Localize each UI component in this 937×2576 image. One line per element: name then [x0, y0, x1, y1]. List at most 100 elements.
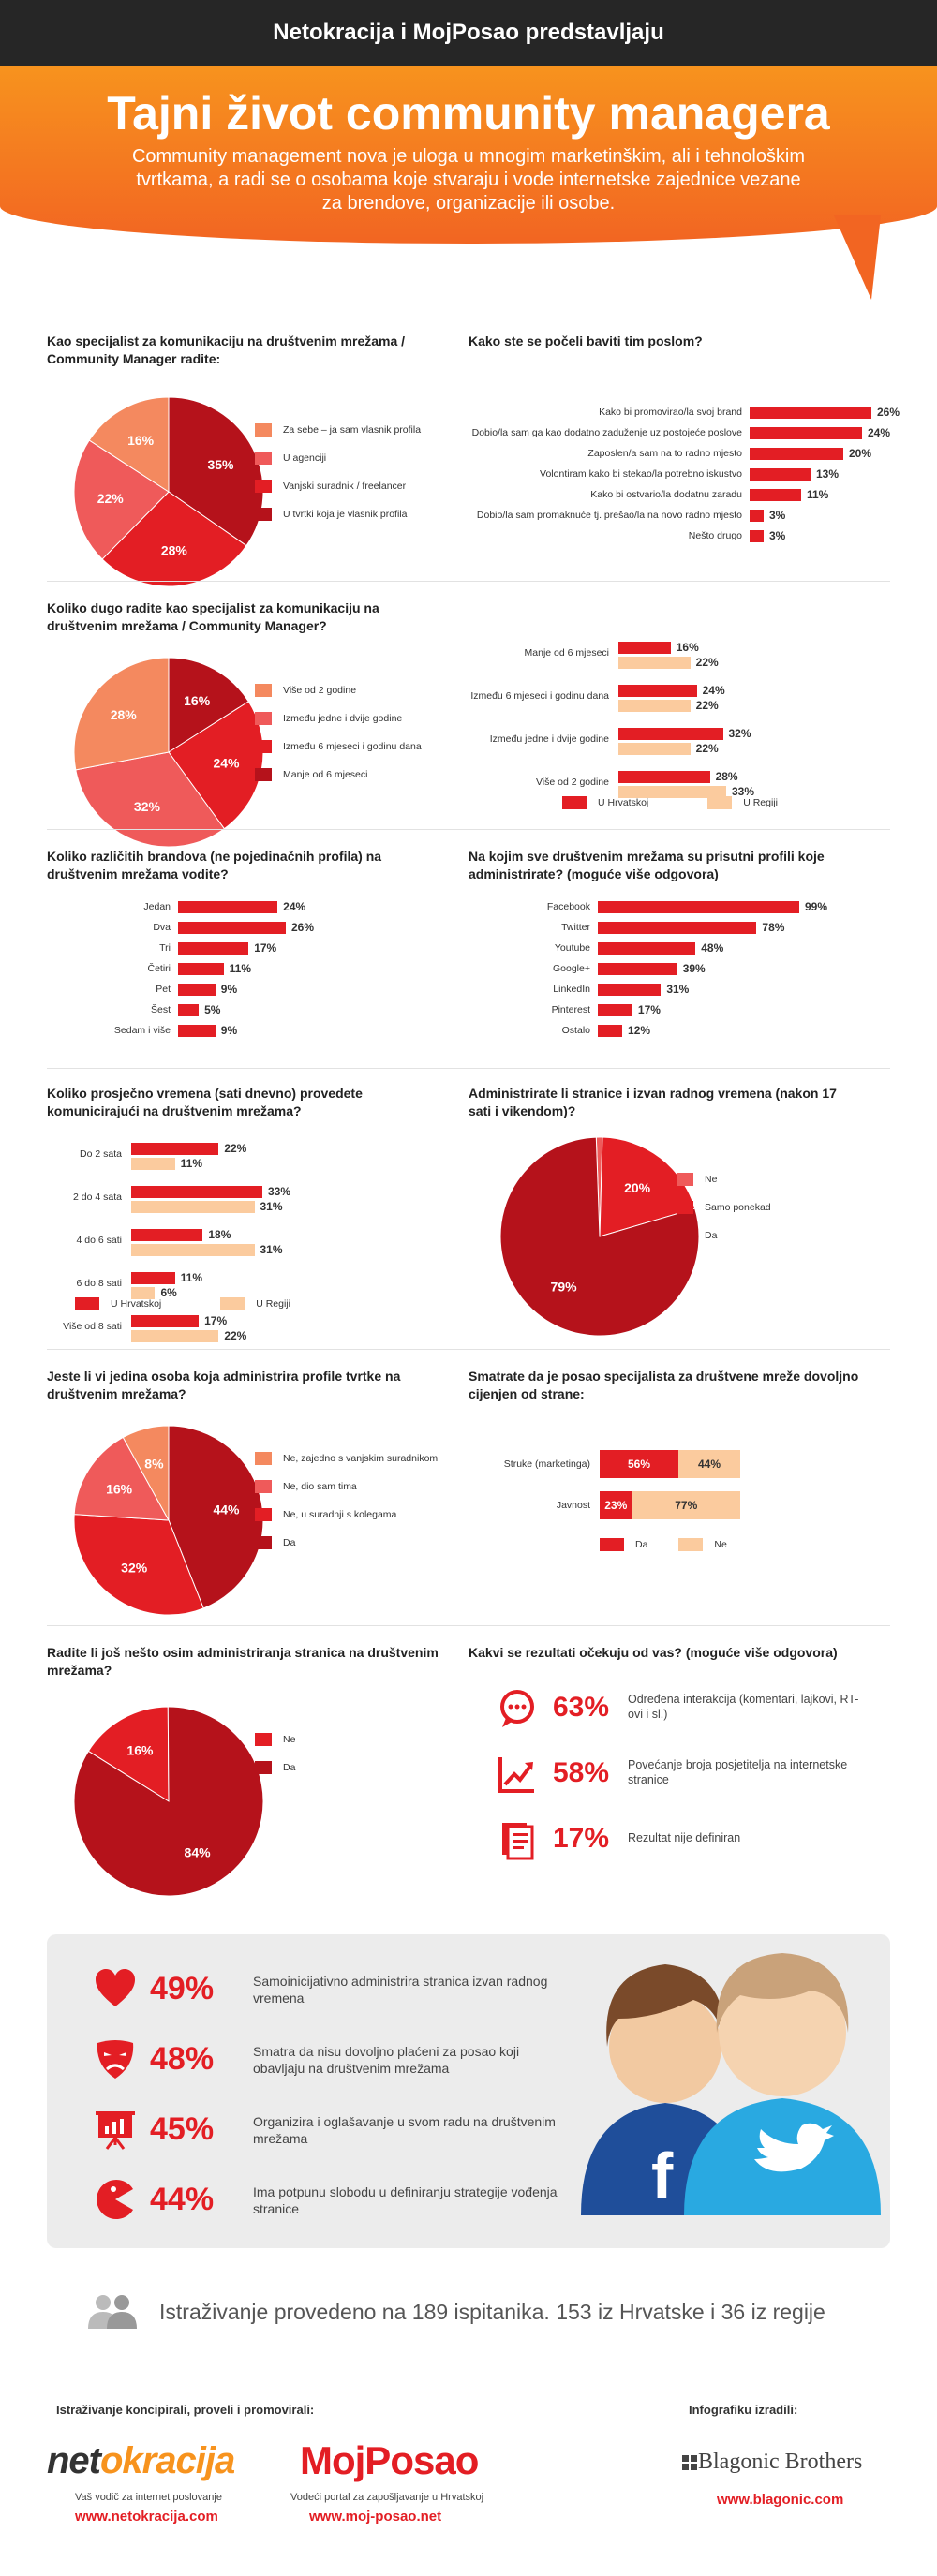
- bar: [618, 700, 691, 712]
- bar-label: LinkedIn: [553, 984, 590, 995]
- q3-bars-legend: U Hrvatskoj U Regiji: [562, 796, 834, 809]
- legend-item: U agenciji: [255, 450, 442, 478]
- legend-item: Između jedne i dvije godine: [255, 710, 442, 738]
- legend-label: Ne, zajedno s vanjskim suradnikom: [283, 1453, 439, 1464]
- q2-question: Kako ste se počeli baviti tim poslom?: [468, 333, 703, 348]
- pie-slice: [73, 1706, 264, 1897]
- pie-slice: [88, 396, 170, 493]
- top-title: Netokracija i MojPosao predstavljaju: [0, 0, 937, 66]
- legend-item: Vanjski suradnik / freelancer: [255, 478, 442, 506]
- bar-label: Volontiram kako bi stekao/la potrebno is…: [540, 468, 742, 480]
- stat-text: Smatra da nisu dovoljno plaćeni za posao…: [253, 2044, 520, 2076]
- bar: [178, 922, 286, 934]
- bar-group: Između 6 mjeseci i godinu dana 24% 22%: [470, 684, 806, 728]
- bar-label: Google+: [553, 963, 590, 974]
- bar-label: Kako bi promovirao/la svoj brand: [599, 407, 742, 418]
- bar-value: 24%: [868, 426, 891, 439]
- result-percent: 63%: [553, 1692, 610, 1723]
- pie-slice-label: 44%: [213, 1502, 240, 1517]
- mojposao-url[interactable]: www.moj-posao.net: [309, 2509, 442, 2524]
- divider: [47, 1068, 890, 1069]
- legend-item: Između 6 mjeseci i godinu dana: [255, 738, 442, 766]
- bar-label: Sedam i više: [113, 1025, 171, 1036]
- stat-text: Samoinicijativno administrira stranica i…: [253, 1974, 548, 2006]
- bar: [131, 1244, 255, 1256]
- bar-value: 33%: [268, 1185, 291, 1198]
- stacked-segment: 44%: [678, 1450, 740, 1478]
- bar-label: Twitter: [561, 922, 590, 933]
- legend-swatch: [677, 1173, 693, 1186]
- bar-label: Ostalo: [561, 1025, 590, 1036]
- bar-row: Pinterest 17%: [552, 1000, 879, 1021]
- netokracija-url[interactable]: www.netokracija.com: [75, 2509, 218, 2524]
- legend-label: Više od 2 godine: [283, 685, 357, 696]
- bar-row: Zaposlen/a sam na to radno mjesto 20%: [587, 444, 909, 465]
- q8-question: Jeste li vi jedina osoba koja administri…: [47, 1369, 401, 1401]
- pie-slice: [122, 1425, 170, 1521]
- blagonic-url[interactable]: www.blagonic.com: [717, 2492, 844, 2508]
- bar-value: 22%: [695, 742, 719, 755]
- bar: [178, 963, 224, 975]
- legend-label: U Regiji: [256, 1297, 290, 1310]
- legend-label: Ne: [714, 1538, 727, 1550]
- legend-label: Da: [635, 1538, 648, 1550]
- bar-row: Kako bi promovirao/la svoj brand 26%: [599, 403, 909, 423]
- bar-label: Manje od 6 mjeseci: [524, 647, 609, 659]
- legend-label: U Hrvatskoj: [598, 796, 649, 808]
- legend-item: Ne, zajedno s vanjskim suradnikom: [255, 1450, 452, 1478]
- legend-swatch: [75, 1297, 99, 1310]
- q5-question: Na kojim sve društvenim mrežama su prisu…: [468, 849, 825, 881]
- pie-slice: [73, 439, 170, 560]
- legend-swatch: [600, 1538, 624, 1551]
- q8-legend: Ne, zajedno s vanjskim suradnikom Ne, dio…: [255, 1450, 452, 1562]
- legend-swatch: [255, 712, 272, 725]
- pie-slice-label: 24%: [213, 756, 240, 771]
- bar: [598, 942, 696, 955]
- q2-bar-chart: Kako bi promovirao/la svoj brand 26% Dobio…: [472, 403, 909, 547]
- bar-row: Google+ 39%: [553, 959, 879, 980]
- bar-row: Tri 17%: [159, 939, 422, 959]
- legend-item: Da: [677, 1227, 864, 1255]
- bar-row: Ostalo 12%: [562, 1021, 879, 1042]
- q10-question: Radite li još nešto osim administriranja…: [47, 1645, 439, 1678]
- result-text: Povećanje broja posjetitelja na internet…: [628, 1758, 848, 1786]
- result-item: 17% Rezultat nije definiran: [497, 1817, 890, 1864]
- bar-row: Twitter 78%: [561, 918, 879, 939]
- divider: [47, 1625, 890, 1626]
- bar-row: Youtube 48%: [555, 939, 879, 959]
- pie-slice: [101, 491, 247, 587]
- bar-label: Više od 8 sati: [63, 1321, 122, 1332]
- bar-value: 33%: [732, 785, 755, 798]
- bar-label: Između 6 mjeseci i godinu dana: [470, 690, 609, 702]
- bar-value: 24%: [283, 900, 306, 913]
- pie-slice: [75, 751, 226, 848]
- bar: [178, 942, 249, 955]
- bar-row: Sedam i više 9%: [114, 1021, 422, 1042]
- result-percent: 58%: [553, 1757, 610, 1788]
- bar-value: 9%: [220, 983, 238, 996]
- bar-value: 17%: [254, 941, 277, 955]
- netokracija-tagline: Vaš vodič za internet poslovanje: [75, 2492, 222, 2503]
- q3-legend: Više od 2 godine Između jedne i dvije god…: [255, 682, 442, 794]
- legend-swatch: [255, 423, 272, 437]
- bar-value: 11%: [180, 1271, 203, 1284]
- pie-slice-label: 16%: [106, 1481, 133, 1496]
- bar-label: Do 2 sata: [80, 1148, 122, 1160]
- bar-value: 99%: [805, 900, 828, 913]
- legend-label: U tvrtki koja je vlasnik profila: [283, 509, 408, 520]
- bar-value: 22%: [695, 656, 719, 669]
- bar: [618, 786, 726, 798]
- bar-label: Zaposlen/a sam na to radno mjesto: [587, 448, 742, 459]
- q8-pie-chart: 44% 32% 16% 8%: [73, 1425, 264, 1616]
- legend-item: Manje od 6 mjeseci: [255, 766, 442, 794]
- bar-value: 17%: [204, 1314, 228, 1327]
- pie-slice: [73, 1514, 204, 1616]
- main-title: Tajni život community managera: [107, 87, 830, 140]
- bar-value: 22%: [224, 1142, 247, 1155]
- legend-label: Ne, u suradnji s kolegama: [283, 1509, 397, 1520]
- bar: [750, 489, 801, 501]
- bar-value: 18%: [208, 1228, 231, 1241]
- pie-slice: [168, 396, 264, 547]
- legend-item: Da: [255, 1534, 452, 1562]
- bar-group: Više od 2 godine 28% 33%: [536, 770, 806, 814]
